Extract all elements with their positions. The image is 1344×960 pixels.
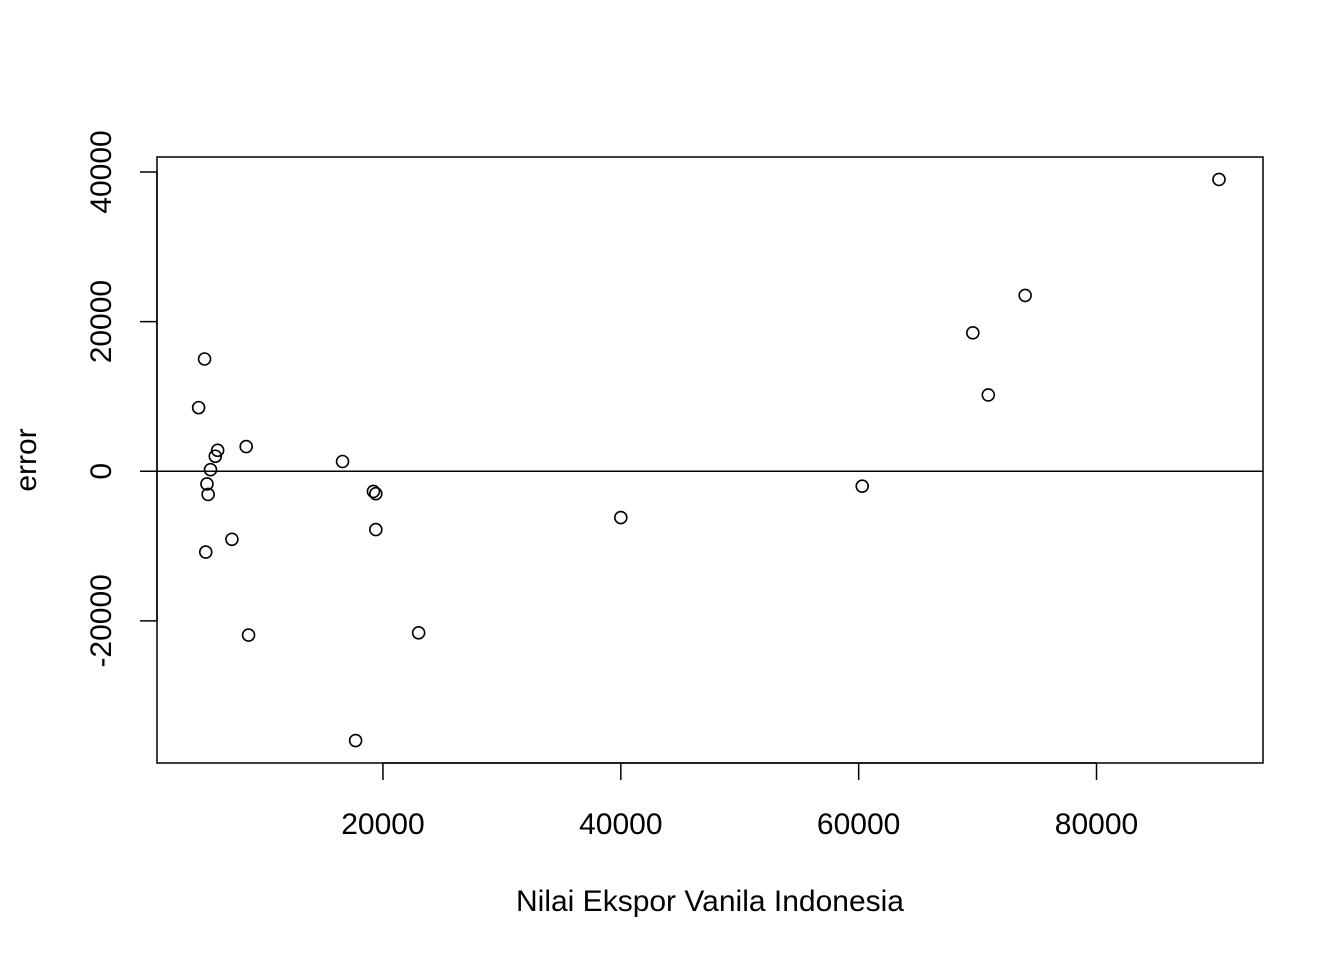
data-point [191,400,206,415]
data-points [191,172,1226,748]
data-point [201,487,215,502]
plot-frame [156,156,1264,764]
data-point [208,449,223,464]
data-point [210,443,225,458]
y-tick-label: -20000 [85,574,118,667]
data-point [200,477,214,491]
x-tick-label: 20000 [341,808,424,841]
x-tick-label: 40000 [579,808,662,841]
x-tick-label: 80000 [1055,808,1138,841]
data-point [369,486,383,501]
data-point [197,352,212,366]
y-axis-title: error [10,428,43,491]
data-point [198,545,213,559]
x-axis: 20000 40000 60000 80000 [341,762,1138,841]
data-point [855,479,870,493]
data-point [966,326,980,340]
data-point [335,454,350,469]
data-point [411,626,426,640]
data-point [369,522,383,537]
x-tick-label: 60000 [817,808,900,841]
y-tick-label: 0 [85,463,118,480]
data-point [239,439,253,454]
data-point [348,733,363,748]
data-point [241,628,256,642]
data-point [203,462,218,477]
data-point [1212,172,1226,187]
y-tick-label: 20000 [85,280,118,363]
x-axis-title: Nilai Ekspor Vanila Indonesia [516,885,904,918]
data-point [225,532,239,547]
data-point [366,484,381,499]
y-tick-label: 40000 [85,130,118,213]
data-point [614,510,628,525]
y-axis: -20000 0 20000 40000 [85,130,158,668]
data-point [1018,288,1032,303]
data-point [981,388,996,402]
